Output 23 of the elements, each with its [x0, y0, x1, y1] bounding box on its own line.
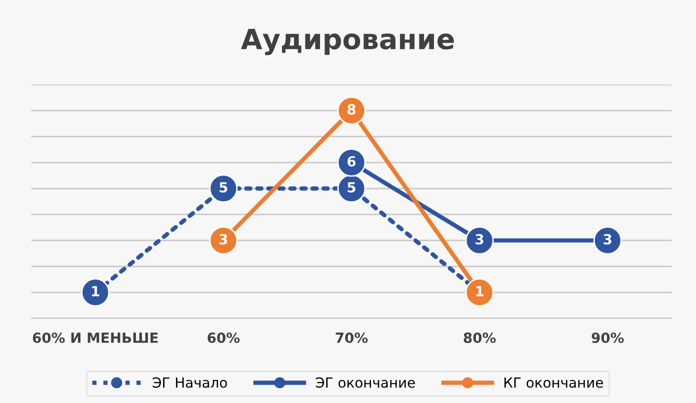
chart-title: Аудирование	[240, 28, 454, 56]
data-label: 5	[220, 182, 228, 193]
data-label: 3	[476, 234, 484, 244]
point	[593, 226, 622, 255]
point	[209, 226, 238, 255]
x-tick-label: 60%	[208, 332, 240, 344]
point	[81, 278, 110, 307]
point	[209, 174, 238, 203]
legend-label: ЭГ окончание	[316, 377, 415, 388]
data-label: 6	[348, 156, 356, 167]
x-tick-label: 60% И МЕНЬШЕ	[32, 332, 158, 344]
legend-label: КГ окончание	[504, 377, 603, 388]
data-label: 1	[476, 286, 484, 296]
data-label: 8	[347, 104, 356, 115]
legend-label: ЭГ Начало	[152, 377, 227, 388]
x-tick-label: 80%	[464, 332, 496, 344]
x-tick-label: 90%	[592, 332, 624, 344]
data-label: 5	[348, 182, 356, 193]
data-label: 3	[604, 234, 612, 244]
data-label: 1	[92, 286, 100, 296]
data-label: 3	[220, 234, 228, 244]
point	[465, 226, 494, 255]
x-tick-label: 70%	[336, 332, 368, 344]
